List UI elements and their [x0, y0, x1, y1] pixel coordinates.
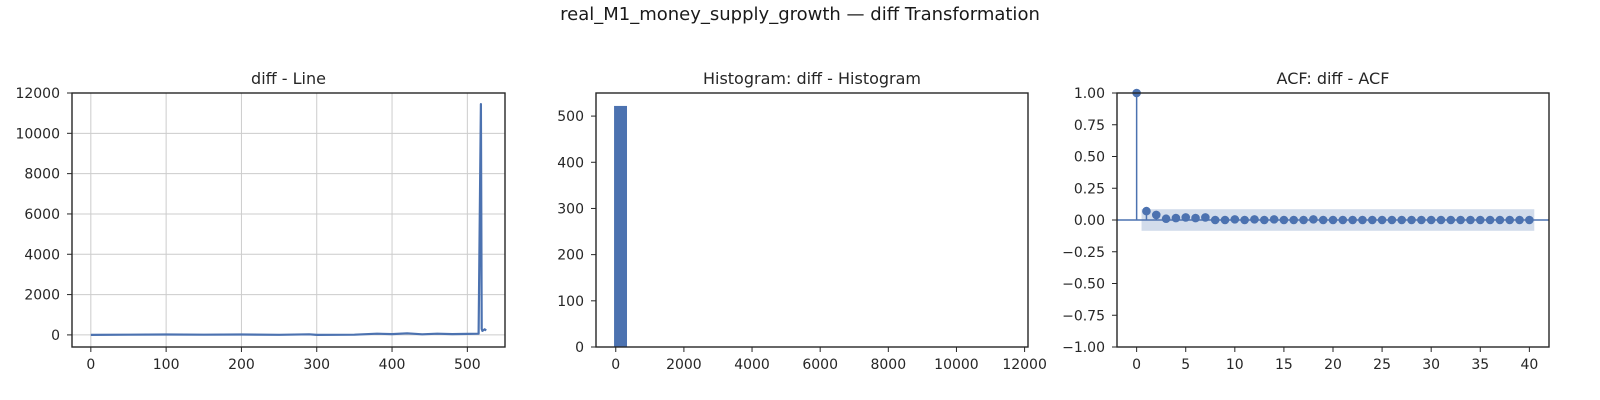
- acf-point: [1387, 215, 1397, 225]
- y-tick-label: 0.00: [1074, 213, 1105, 229]
- acf-point: [1495, 215, 1505, 225]
- axes-frame: [71, 92, 506, 348]
- acf-point: [1475, 215, 1485, 225]
- axes-frame: [595, 92, 1029, 348]
- acf-point: [1269, 215, 1279, 224]
- y-tick-label: 0.75: [1074, 118, 1105, 134]
- y-tick-label: 4000: [24, 247, 60, 263]
- acf-point: [1161, 214, 1171, 224]
- subplot-title: ACF: diff - ACF: [1277, 69, 1390, 88]
- x-tick-label: 500: [454, 357, 481, 373]
- y-tick-label: 500: [557, 109, 584, 125]
- x-tick-label: 0: [611, 357, 620, 373]
- acf-point: [1318, 215, 1328, 225]
- acf-point: [1466, 215, 1475, 225]
- y-tick-label: 0.25: [1074, 181, 1105, 197]
- acf-point: [1417, 215, 1426, 225]
- acf-point: [1397, 215, 1407, 225]
- acf-point: [1515, 215, 1524, 225]
- x-tick-label: 0: [86, 357, 95, 373]
- subplot-title: diff - Line: [251, 69, 326, 88]
- y-tick-label: 400: [557, 155, 584, 171]
- x-tick-label: 10: [1226, 357, 1244, 373]
- acf-point: [1279, 215, 1289, 225]
- x-tick-label: 100: [153, 357, 180, 373]
- y-tick-label: 1.00: [1074, 86, 1105, 102]
- subplot-title: Histogram: diff - Histogram: [703, 69, 921, 88]
- x-tick-label: 40: [1520, 357, 1538, 373]
- acf-point: [1525, 215, 1534, 225]
- x-tick-label: 200: [228, 357, 255, 373]
- acf-point: [1348, 215, 1357, 225]
- acf-point: [1289, 215, 1299, 225]
- acf-point: [1309, 215, 1318, 224]
- y-tick-label: 0: [51, 328, 60, 344]
- acf-point: [1485, 215, 1495, 225]
- y-tick-label: 300: [557, 201, 584, 217]
- y-tick-label: −0.75: [1062, 308, 1105, 324]
- acf-point: [1377, 215, 1387, 225]
- acf-point: [1230, 215, 1240, 224]
- y-tick-label: 100: [557, 294, 584, 310]
- x-tick-label: 35: [1471, 357, 1489, 373]
- y-tick-label: −0.25: [1062, 245, 1105, 261]
- x-tick-label: 10000: [934, 357, 979, 373]
- acf-point: [1220, 215, 1230, 225]
- acf-point: [1210, 215, 1220, 225]
- acf-point: [1142, 206, 1151, 216]
- figure-title: real_M1_money_supply_growth — diff Trans…: [560, 4, 1040, 25]
- histogram-bar: [614, 105, 628, 347]
- acf-point: [1446, 215, 1456, 225]
- y-tick-label: −0.50: [1062, 277, 1105, 293]
- x-tick-label: 15: [1275, 357, 1293, 373]
- x-tick-label: 20: [1324, 357, 1342, 373]
- acf-point: [1426, 215, 1436, 225]
- acf-point: [1181, 213, 1191, 222]
- x-tick-label: 0: [1132, 357, 1141, 373]
- x-tick-label: 30: [1422, 357, 1440, 373]
- acf-point: [1191, 213, 1200, 223]
- acf-point: [1328, 215, 1338, 225]
- y-tick-label: 8000: [24, 167, 60, 183]
- acf-point: [1436, 215, 1446, 225]
- acf-point: [1250, 215, 1259, 224]
- y-tick-label: 6000: [24, 207, 60, 223]
- acf-point: [1456, 215, 1465, 225]
- acf-point: [1171, 213, 1181, 223]
- y-tick-label: 200: [557, 248, 584, 264]
- x-tick-label: 400: [379, 357, 406, 373]
- acf-point: [1299, 215, 1308, 225]
- x-tick-label: 8000: [870, 357, 906, 373]
- x-tick-label: 2000: [666, 357, 702, 373]
- x-tick-label: 6000: [802, 357, 838, 373]
- acf-point: [1367, 215, 1377, 225]
- x-tick-label: 12000: [1002, 357, 1047, 373]
- x-tick-label: 300: [303, 357, 330, 373]
- subplot-3: [1112, 88, 1550, 352]
- acf-point: [1151, 210, 1161, 220]
- acf-point: [1505, 215, 1515, 225]
- acf-point: [1201, 213, 1210, 222]
- acf-point: [1338, 215, 1348, 225]
- series-line: [90, 102, 487, 336]
- subplot-1: [67, 92, 506, 352]
- y-tick-label: −1.00: [1062, 340, 1105, 356]
- x-tick-label: 25: [1373, 357, 1391, 373]
- x-tick-label: 5: [1181, 357, 1190, 373]
- y-tick-label: 0: [575, 340, 584, 356]
- y-tick-label: 0.50: [1074, 150, 1105, 166]
- y-tick-label: 2000: [24, 288, 60, 304]
- acf-point: [1358, 215, 1367, 225]
- acf-point: [1407, 215, 1416, 225]
- subplot-2: [591, 92, 1029, 352]
- acf-point: [1259, 215, 1269, 225]
- y-tick-label: 12000: [15, 86, 60, 102]
- acf-point: [1240, 215, 1249, 225]
- x-tick-label: 4000: [734, 357, 770, 373]
- y-tick-label: 10000: [15, 126, 60, 142]
